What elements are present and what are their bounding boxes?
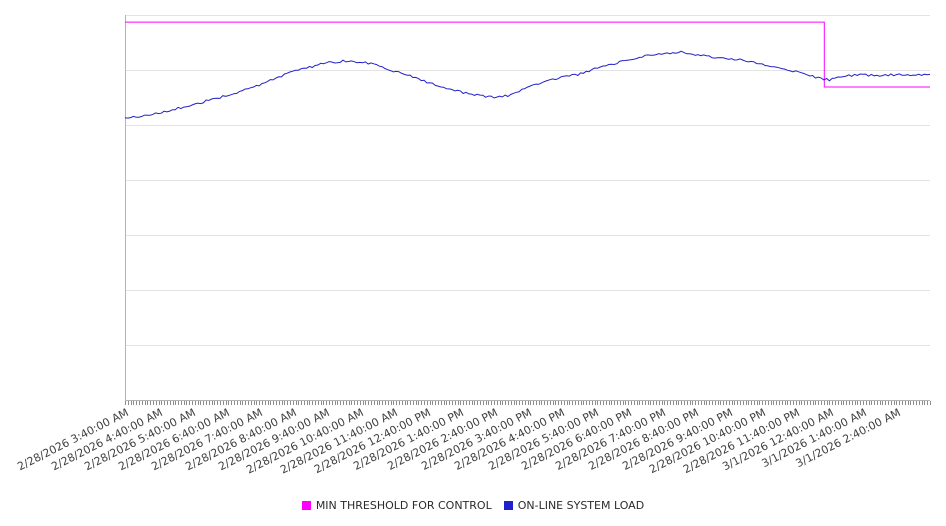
chart-legend: MIN THRESHOLD FOR CONTROL ON-LINE SYSTEM… <box>0 499 946 512</box>
legend-label-online-system-load: ON-LINE SYSTEM LOAD <box>517 499 645 512</box>
legend-item-min-threshold: MIN THRESHOLD FOR CONTROL <box>301 499 492 512</box>
legend-item-online-system-load: ON-LINE SYSTEM LOAD <box>503 499 645 512</box>
legend-label-min-threshold: MIN THRESHOLD FOR CONTROL <box>315 499 492 512</box>
min-threshold-swatch-icon <box>301 501 311 510</box>
online-system-load-swatch-icon <box>503 501 513 510</box>
